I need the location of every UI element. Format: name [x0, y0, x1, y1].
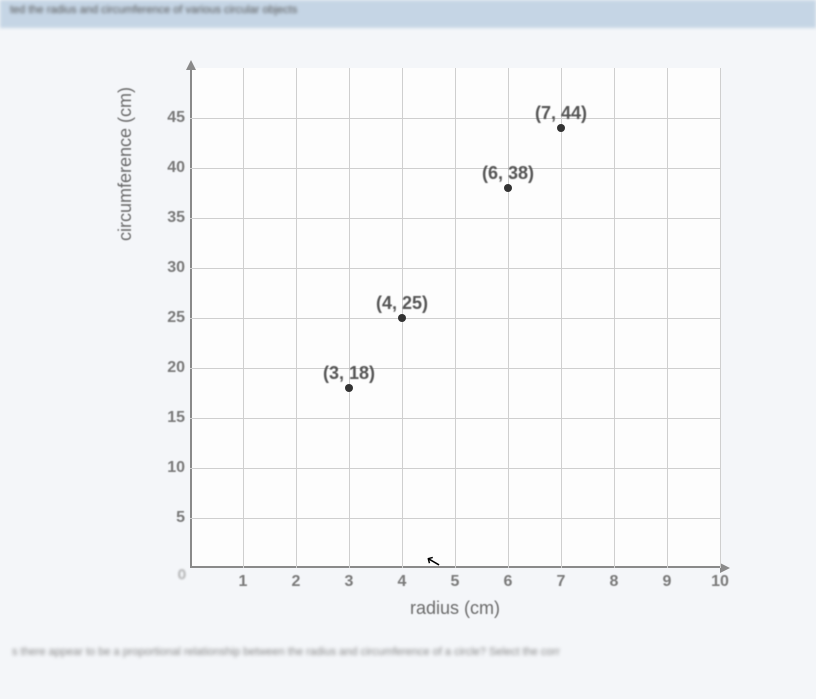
footer-text: s there appear to be a proportional rela…	[12, 646, 560, 658]
x-tick-label: 2	[292, 573, 301, 591]
chart-container: circumference (cm) radius (cm) 0 1234567…	[0, 28, 816, 638]
origin-label: 0	[178, 566, 186, 582]
y-tick-label: 5	[145, 509, 185, 527]
scatter-point-label: (4, 25)	[376, 293, 428, 314]
gridline-horizontal	[190, 468, 720, 469]
y-tick-label: 10	[145, 459, 185, 477]
x-tick-label: 9	[663, 573, 672, 591]
gridline-horizontal	[190, 218, 720, 219]
y-tick-label: 15	[145, 409, 185, 427]
y-tick-label: 30	[145, 259, 185, 277]
x-tick-label: 8	[610, 573, 619, 591]
gridline-horizontal	[190, 118, 720, 119]
gridline-horizontal	[190, 318, 720, 319]
x-tick-label: 6	[504, 573, 513, 591]
x-tick-label: 7	[557, 573, 566, 591]
y-tick-label: 45	[145, 109, 185, 127]
gridline-horizontal	[190, 418, 720, 419]
header-text: ted the radius and circumference of vari…	[10, 4, 297, 16]
y-axis-label: circumference (cm)	[115, 87, 136, 241]
scatter-point	[557, 124, 565, 132]
x-tick-label: 3	[345, 573, 354, 591]
page-header-blur: ted the radius and circumference of vari…	[0, 0, 816, 28]
scatter-point	[504, 184, 512, 192]
scatter-point-label: (7, 44)	[535, 103, 587, 124]
x-tick-label: 1	[239, 573, 248, 591]
gridline-horizontal	[190, 368, 720, 369]
scatter-point-label: (3, 18)	[323, 363, 375, 384]
y-tick-label: 35	[145, 209, 185, 227]
x-axis-arrow	[720, 563, 730, 573]
footer-question-blur: s there appear to be a proportional rela…	[0, 638, 816, 666]
gridline-horizontal	[190, 518, 720, 519]
scatter-point	[345, 384, 353, 392]
x-tick-label: 4	[398, 573, 407, 591]
gridline-horizontal	[190, 168, 720, 169]
gridline-horizontal	[190, 268, 720, 269]
chart-area: circumference (cm) radius (cm) 0 1234567…	[130, 38, 770, 628]
x-tick-label: 5	[451, 573, 460, 591]
y-tick-label: 25	[145, 309, 185, 327]
y-axis-arrow	[186, 60, 196, 70]
y-tick-label: 20	[145, 359, 185, 377]
y-tick-label: 40	[145, 159, 185, 177]
gridline-vertical	[720, 68, 721, 568]
scatter-point-label: (6, 38)	[482, 163, 534, 184]
scatter-point	[398, 314, 406, 322]
x-axis-label: radius (cm)	[190, 598, 720, 619]
x-tick-label: 10	[711, 573, 729, 591]
